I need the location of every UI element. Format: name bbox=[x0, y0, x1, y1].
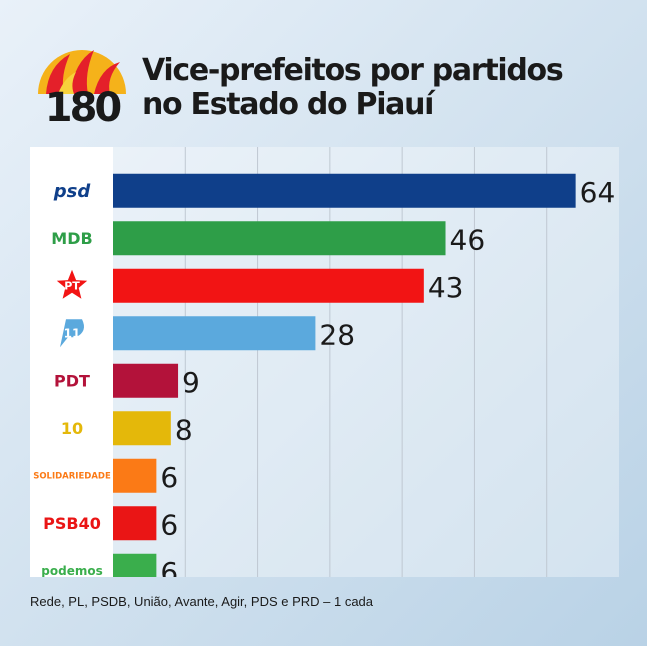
value-label: 46 bbox=[450, 223, 486, 256]
page-title: Vice-prefeitos por partidos no Estado do… bbox=[142, 54, 632, 122]
brand-logo: 180 bbox=[30, 42, 134, 132]
header: 180 Vice-prefeitos por partidos no Estad… bbox=[0, 0, 647, 140]
party-logos-column bbox=[30, 147, 113, 577]
bar bbox=[113, 316, 316, 351]
footnote: Rede, PL, PSDB, União, Avante, Agir, PDS… bbox=[30, 594, 374, 609]
bar bbox=[113, 173, 576, 208]
value-label: 43 bbox=[428, 271, 464, 304]
value-label: 64 bbox=[580, 176, 616, 209]
party-logo: SOLIDARIEDADE bbox=[33, 472, 111, 482]
party-logo: PDT bbox=[54, 371, 90, 390]
value-label: 6 bbox=[160, 461, 178, 494]
value-label: 9 bbox=[182, 366, 200, 399]
bar bbox=[113, 506, 157, 541]
sun-rays-icon bbox=[38, 50, 126, 94]
party-logo: 11 bbox=[64, 326, 81, 340]
pt-star-icon bbox=[56, 269, 88, 299]
party-logo: podemos bbox=[41, 564, 102, 577]
logo-number: 180 bbox=[44, 85, 123, 131]
party-logo: PSB40 bbox=[43, 514, 101, 533]
party-logo: MDB bbox=[51, 229, 92, 248]
bar bbox=[113, 221, 446, 256]
party-logo: 10 bbox=[61, 419, 83, 438]
value-label: 6 bbox=[160, 508, 178, 541]
bar bbox=[113, 363, 179, 398]
bar-chart: 64 psd 46 MDB 43 PT 28 11 9 PDT 8 10 6 SOLIDARIEDADE 6… bbox=[33, 147, 616, 577]
party-logo: PT bbox=[64, 280, 80, 293]
value-label: 8 bbox=[175, 413, 193, 446]
value-label: 28 bbox=[319, 318, 355, 351]
title-line-1: Vice-prefeitos por partidos bbox=[142, 53, 564, 88]
bar bbox=[113, 553, 157, 577]
bar bbox=[113, 268, 424, 303]
title-line-2: no Estado do Piauí bbox=[142, 87, 434, 122]
bar bbox=[113, 458, 157, 493]
bar bbox=[113, 411, 171, 446]
value-label: 6 bbox=[160, 556, 178, 577]
pp-shape-icon bbox=[60, 319, 84, 348]
party-logo: psd bbox=[53, 181, 92, 202]
chart-panel: 64 psd 46 MDB 43 PT 28 11 9 PDT 8 10 6 SOLIDARIEDADE 6… bbox=[30, 147, 619, 577]
